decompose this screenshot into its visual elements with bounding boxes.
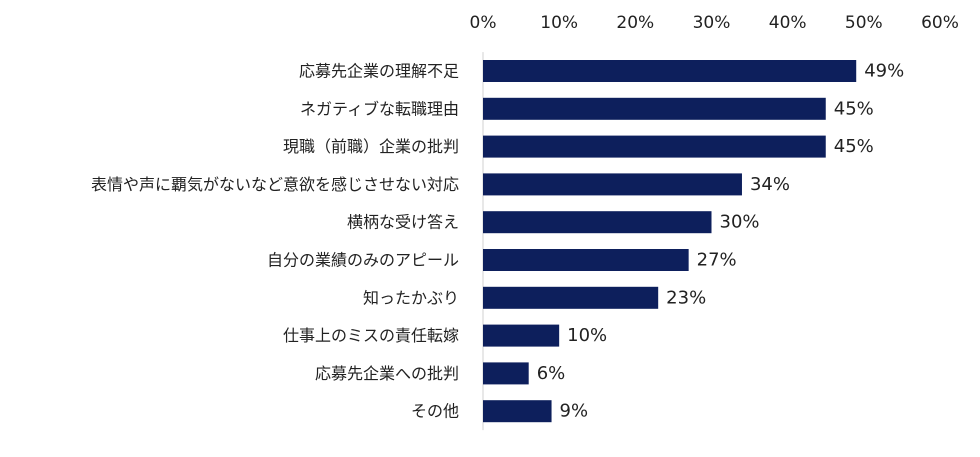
bar <box>483 97 826 120</box>
bar <box>483 173 742 196</box>
category-label: 仕事上のミスの責任転嫁 <box>283 326 459 345</box>
category-label: 横柄な受け答え <box>347 213 459 232</box>
value-label: 45% <box>834 98 874 119</box>
category-label: 自分の業績のみのアピール <box>267 251 459 270</box>
x-tick-label: 10% <box>540 13 578 33</box>
value-labels: 49% 45% 45% 34% 30% 27% 23% 10%6% 9% <box>537 61 905 422</box>
category-label: その他 <box>411 402 459 421</box>
x-tick-label: 0% <box>470 13 497 33</box>
value-label: 27% <box>697 250 737 271</box>
value-label: 9% <box>560 401 589 422</box>
category-label: 表情や声に覇気がないなど意欲を感じさせない対応 <box>91 175 459 194</box>
x-tick-label: 40% <box>769 13 807 33</box>
category-labels: 応募先企業の理解不足ネガティブな転職理由現職（前職）企業の批判表情や声に覇気がな… <box>91 62 459 421</box>
value-label: 49% <box>864 61 904 82</box>
x-tick-label: 60% <box>921 13 959 33</box>
value-label: 34% <box>750 174 790 195</box>
category-label: 現職（前職）企業の批判 <box>283 137 459 156</box>
value-label: 10% <box>567 325 607 346</box>
value-label: 6% <box>537 363 566 384</box>
category-label: 応募先企業の理解不足 <box>299 62 459 81</box>
value-label: 30% <box>720 212 760 233</box>
x-tick-label: 50% <box>845 13 883 33</box>
bars <box>483 60 857 423</box>
bar <box>483 286 659 309</box>
x-tick-label: 20% <box>616 13 654 33</box>
category-label: 知ったかぶり <box>363 288 459 307</box>
bar <box>483 135 826 158</box>
bar <box>483 362 529 385</box>
x-tick-label: 30% <box>693 13 731 33</box>
value-label: 23% <box>666 287 706 308</box>
x-axis-ticks: 0% 10% 20% 30% 40% 50% 60% <box>470 13 959 33</box>
bar <box>483 60 857 82</box>
category-label: ネガティブな転職理由 <box>300 99 459 118</box>
bar <box>483 249 689 271</box>
value-label: 45% <box>834 136 874 157</box>
bar <box>483 211 712 234</box>
bar <box>483 324 560 347</box>
bar <box>483 400 552 423</box>
category-label: 応募先企業への批判 <box>315 364 459 383</box>
